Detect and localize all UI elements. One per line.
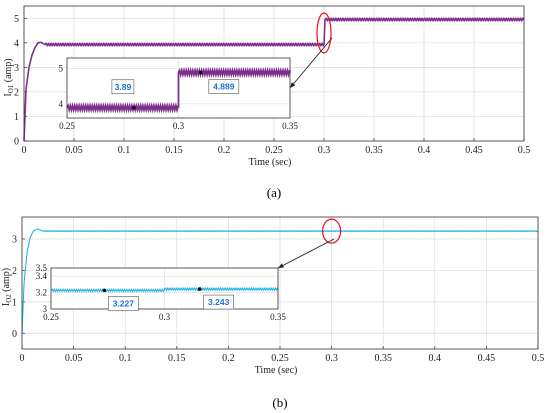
y-tick-label: 4 [14,38,19,49]
y-tick-label: 1 [12,297,17,308]
datatip-label: 3.89 [115,82,132,92]
datatip-marker [197,287,202,291]
x-tick-label: 0.3 [325,353,338,364]
y-axis-label: IO2 (amp) [1,268,13,306]
zoom-arrow-head [278,263,284,268]
highlight-ellipse [322,218,342,244]
figure-caption: (a) [267,185,281,200]
x-tick-label: 0.2 [218,145,231,156]
x-tick-label: 0.05 [65,353,83,364]
datatip-label: 3.227 [113,298,135,308]
inset-panel: 3 3.2 3.43.5 0.25 0.3 0.35 3.227 3.243 [36,263,287,322]
inset-y-tick-label: 4 [59,99,64,109]
inset-y-tick-label: 3.4 [36,271,48,281]
inset-x-tick-label: 0.35 [282,121,298,131]
inset-panel: 4 5 0.25 0.3 0.35 3.89 4.889 [59,57,298,131]
inset-x-tick-label: 0.3 [173,121,185,131]
inset-x-tick-label: 0.25 [59,121,75,131]
x-tick-label: 0.15 [165,145,183,156]
datatip-box [208,79,240,94]
inset-frame [50,267,279,310]
x-tick-label: 0.35 [374,353,392,364]
axes-frame [21,216,539,350]
inset-x-tick-label: 0.35 [270,312,286,322]
inset-x-tick-label: 0.3 [159,312,171,322]
y-tick-label: 1 [14,112,19,123]
x-tick-label: 0 [20,353,25,364]
y-tick-label: 0 [14,137,19,148]
y-tick-label: 3 [14,63,19,74]
datatip-marker [199,70,203,75]
x-tick-label: 0.1 [118,145,131,156]
inset-series-line-1 [66,66,291,114]
inset-y-tick-label: 3.2 [36,288,47,298]
datatip-label: 4.889 [213,82,235,92]
inset-series-line-1 [50,286,279,293]
x-tick-label: 0.35 [365,145,383,156]
x-tick-label: 0.5 [518,145,531,156]
datatip-box [111,79,135,95]
zoom-arrow-head [290,82,296,88]
x-tick-label: 0.45 [465,145,483,156]
inset-y-tick-label: 3.5 [36,263,48,273]
inset-x-tick-label: 0.25 [43,312,59,322]
y-tick-label: 0 [12,329,17,340]
x-tick-label: 0.25 [265,145,283,156]
x-tick-label: 0.3 [318,145,331,156]
inset-y-tick-label: 3 [43,304,48,314]
x-tick-label: 0 [22,145,27,156]
inset-frame [66,57,291,119]
x-tick-label: 0.4 [418,145,431,156]
x-tick-label: 0.05 [65,145,83,156]
x-tick-label: 0.25 [271,353,289,364]
x-tick-label: 0.5 [532,353,545,364]
y-tick-label: 5 [14,14,19,25]
highlight-ellipse [316,12,332,54]
x-axis-label: Time (sec) [255,365,298,376]
datatip-box [108,296,139,311]
inset-y-tick-label: 5 [59,64,64,74]
datatip-marker [102,288,107,293]
y-tick-label: 3 [12,235,17,246]
chart-panel-1: 0 0.05 0.1 0.15 0.2 0.25 0.3 0.35 0.4 0.45 0.50123… [3,5,531,200]
x-axis-label: Time (sec) [249,157,292,168]
zoom-arrow-line [289,37,333,89]
zoom-arrow-line [277,238,335,269]
datatip-label: 3.243 [208,297,230,307]
datatip-box [203,294,234,310]
x-tick-label: 0.1 [119,353,132,364]
x-tick-label: 0.2 [222,353,235,364]
series-line-1 [21,228,539,334]
y-axis-label: IO1 (amp) [3,58,15,96]
y-tick-label: 2 [14,87,19,98]
y-tick-label: 2 [12,266,17,277]
series-line-1 [23,17,525,142]
figure-caption: (b) [272,395,287,410]
x-tick-label: 0.4 [429,353,442,364]
chart-panel-2: 0 0.05 0.1 0.15 0.2 0.25 0.3 0.35 0.4 0.45 0.5 0 1 2 3… [1,216,545,410]
x-tick-label: 0.15 [168,353,186,364]
axes-frame [23,5,525,142]
x-tick-label: 0.45 [478,353,496,364]
datatip-marker [132,105,136,110]
